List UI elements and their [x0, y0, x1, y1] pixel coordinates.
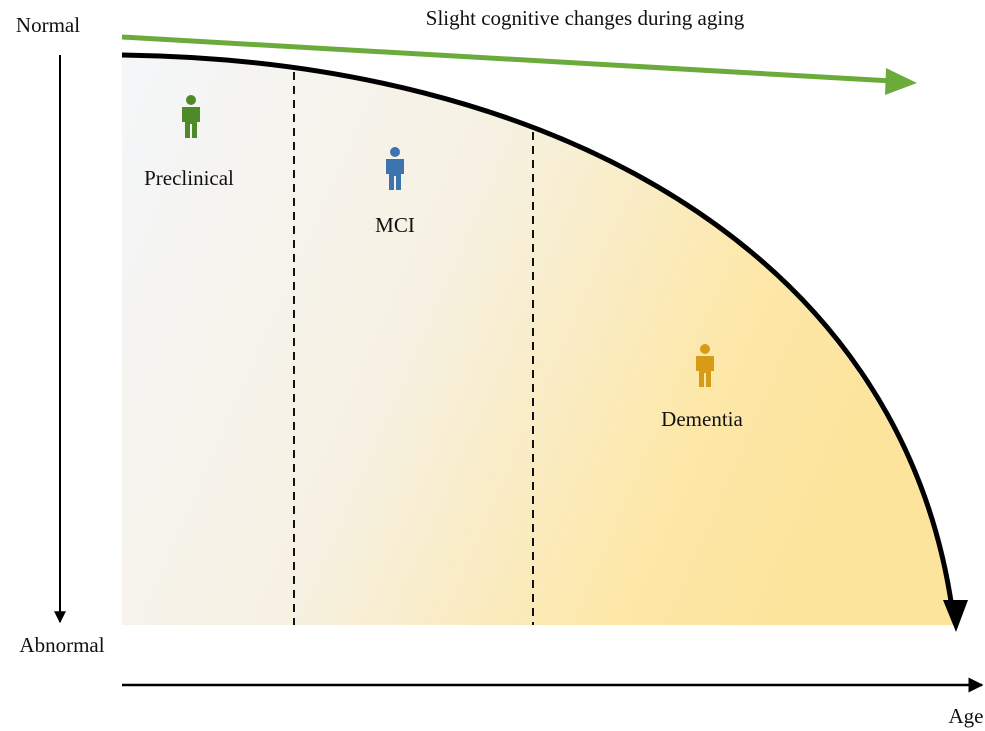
y-top-label: Normal — [16, 13, 80, 37]
decline-curve — [121, 52, 955, 609]
x-label: Age — [949, 704, 984, 728]
y-bottom-label: Abnormal — [19, 633, 104, 657]
trend-label: Slight cognitive changes during aging — [426, 6, 745, 30]
stage-label: Dementia — [661, 407, 743, 431]
curve-arrowhead — [943, 600, 968, 632]
stage-label: Preclinical — [144, 166, 234, 190]
trend-arrowhead — [885, 68, 917, 95]
stage-area — [122, 55, 955, 625]
trend-arrow — [121, 34, 893, 84]
stage-label: MCI — [375, 213, 415, 237]
